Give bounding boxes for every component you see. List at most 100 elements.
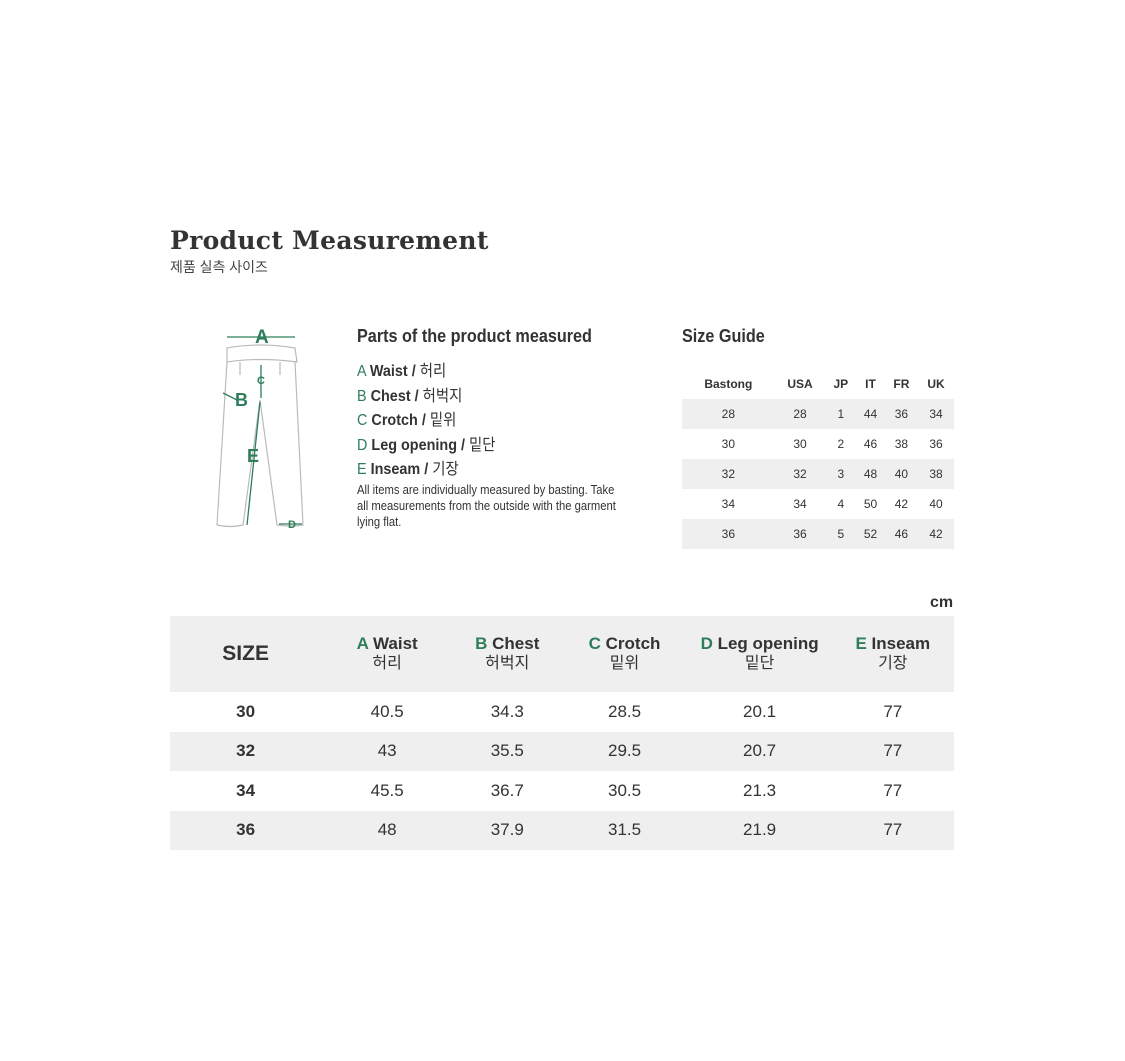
size-guide-cell: 32 xyxy=(682,459,775,489)
measurement-cell: 35.5 xyxy=(453,731,562,771)
page-subtitle: 제품 실측 사이즈 xyxy=(170,259,268,275)
size-guide-cell: 46 xyxy=(863,437,878,451)
label-d: D xyxy=(288,519,296,531)
measurement-table: SIZE A Waist 허리 B Chest 허벅지 C Crotch 밑위 D Leg … xyxy=(170,616,954,850)
unit-label: cm xyxy=(930,594,954,611)
measurement-cell: 31.5 xyxy=(561,810,688,850)
measurement-cell: 21.9 xyxy=(687,810,832,850)
size-guide-cell: 28 xyxy=(774,399,826,429)
header-crotch: C Crotch 밑위 xyxy=(561,616,688,692)
size-cell: 32 xyxy=(170,731,322,771)
size-guide-col-header: UK xyxy=(927,377,945,391)
part-letter: C xyxy=(357,412,368,429)
table-row: 32 43 35.5 29.5 20.7 77 xyxy=(170,731,954,771)
size-guide-cell: 3 xyxy=(825,459,857,489)
size-guide-cell: 32 xyxy=(774,459,826,489)
size-guide-col-header: USA xyxy=(787,377,813,391)
size-guide-cell: 46 xyxy=(884,519,919,549)
header-kr: 기장 xyxy=(878,655,908,672)
measurement-cell: 77 xyxy=(831,731,954,771)
parts-section: Parts of the product measured A Waist / … xyxy=(357,326,657,530)
measurement-cell: 20.7 xyxy=(687,731,832,771)
parts-heading: Parts of the product measured xyxy=(357,326,592,346)
size-guide-row: 34 34 4 50 42 40 xyxy=(682,489,954,519)
pants-diagram: A B C E D xyxy=(216,327,304,531)
size-guide-cell: 4 xyxy=(837,497,845,511)
measurement-cell: 30.5 xyxy=(607,780,642,800)
size-guide-row: 36 36 5 52 46 42 xyxy=(682,519,954,549)
part-letter: B xyxy=(357,387,367,405)
measurement-cell: 77 xyxy=(883,780,903,800)
table-row: 36 48 37.9 31.5 21.9 77 xyxy=(170,810,954,850)
measurement-cell: 45.5 xyxy=(370,780,404,800)
header-leg-opening: D Leg opening 밑단 xyxy=(687,616,832,692)
size-guide-cell: 38 xyxy=(894,437,909,451)
table-row: 30 40.5 34.3 28.5 20.1 77 xyxy=(170,692,954,732)
size-guide-cell: 36 xyxy=(884,399,919,429)
header-letter: D xyxy=(700,634,713,653)
header-chest: B Chest 허벅지 xyxy=(453,616,562,692)
size-guide-cell: 36 xyxy=(929,437,943,451)
label-e: E xyxy=(247,446,259,466)
size-guide-cell: 36 xyxy=(682,519,775,549)
size-cell: 36 xyxy=(170,810,322,850)
header-waist: A Waist 허리 xyxy=(321,616,454,692)
header-en: Chest xyxy=(492,634,540,653)
size-guide-cell: 36 xyxy=(774,519,826,549)
part-kr: 기장 xyxy=(432,461,459,478)
part-item: E Inseam / 기장 xyxy=(357,461,459,478)
size-guide-cell: 30 xyxy=(793,437,807,451)
header-en: Crotch xyxy=(605,634,661,653)
part-kr: 밑단 xyxy=(469,436,496,454)
size-guide-cell: 28 xyxy=(682,399,775,429)
measurement-cell: 36.7 xyxy=(490,780,524,800)
part-en: Waist xyxy=(369,363,408,380)
size-guide-cell: 30 xyxy=(721,437,736,451)
measurement-cell: 28.5 xyxy=(607,701,642,721)
page-title: Product Measurement xyxy=(170,226,489,255)
measurement-cell: 43 xyxy=(321,731,454,771)
size-guide-cell: 34 xyxy=(793,497,807,511)
header-kr: 허벅지 xyxy=(485,655,530,672)
measurement-cell: 20.1 xyxy=(743,701,777,721)
measurement-cell: 21.3 xyxy=(743,780,777,800)
size-guide-cell: 2 xyxy=(837,437,845,451)
size-guide-cell: 40 xyxy=(929,497,943,511)
header-en: Leg opening xyxy=(717,634,819,653)
header-en: Waist xyxy=(372,634,418,653)
part-kr: 허벅지 xyxy=(422,387,463,405)
measurement-cell: 29.5 xyxy=(561,731,688,771)
size-guide-col-header: IT xyxy=(865,377,876,391)
size-guide-table: Bastong USA JP IT FR UK 28 28 1 44 36 34 30 30 2 46 38 36… xyxy=(682,369,954,549)
table-row: 34 45.5 36.7 30.5 21.3 77 xyxy=(170,771,954,811)
size-guide-cell: 44 xyxy=(856,399,885,429)
header-kr: 밑단 xyxy=(744,655,775,672)
size-guide-cell: 42 xyxy=(918,519,954,549)
header-en: Inseam xyxy=(871,634,931,653)
size-cell: 34 xyxy=(236,780,256,800)
size-guide-cell: 38 xyxy=(918,459,954,489)
size-guide-cell: 42 xyxy=(894,497,909,511)
size-guide-cell: 52 xyxy=(856,519,885,549)
size-guide-cell: 40 xyxy=(884,459,919,489)
label-a: A xyxy=(255,327,269,348)
part-item: D Leg opening / 밑단 xyxy=(357,436,496,454)
size-guide-row: 28 28 1 44 36 34 xyxy=(682,399,954,429)
size-guide-col-header: FR xyxy=(893,377,910,391)
size-guide-cell: 5 xyxy=(825,519,857,549)
size-guide-cell: 34 xyxy=(918,399,954,429)
measurement-cell: 77 xyxy=(883,701,903,721)
header-letter: C xyxy=(588,634,601,653)
size-cell: 30 xyxy=(236,701,256,721)
measurement-note: All items are individually measured by b… xyxy=(357,482,616,529)
header-letter: E xyxy=(855,634,867,653)
part-en: Chest xyxy=(370,387,411,405)
size-guide-heading: Size Guide xyxy=(682,326,765,346)
header-size: SIZE xyxy=(170,616,322,692)
measurement-cell: 40.5 xyxy=(370,701,404,721)
part-kr: 밑위 xyxy=(429,412,457,429)
header-kr: 밑위 xyxy=(609,655,640,672)
size-guide-row: 32 32 3 48 40 38 xyxy=(682,459,954,489)
label-c: C xyxy=(257,375,265,387)
part-kr: 허리 xyxy=(419,363,447,380)
